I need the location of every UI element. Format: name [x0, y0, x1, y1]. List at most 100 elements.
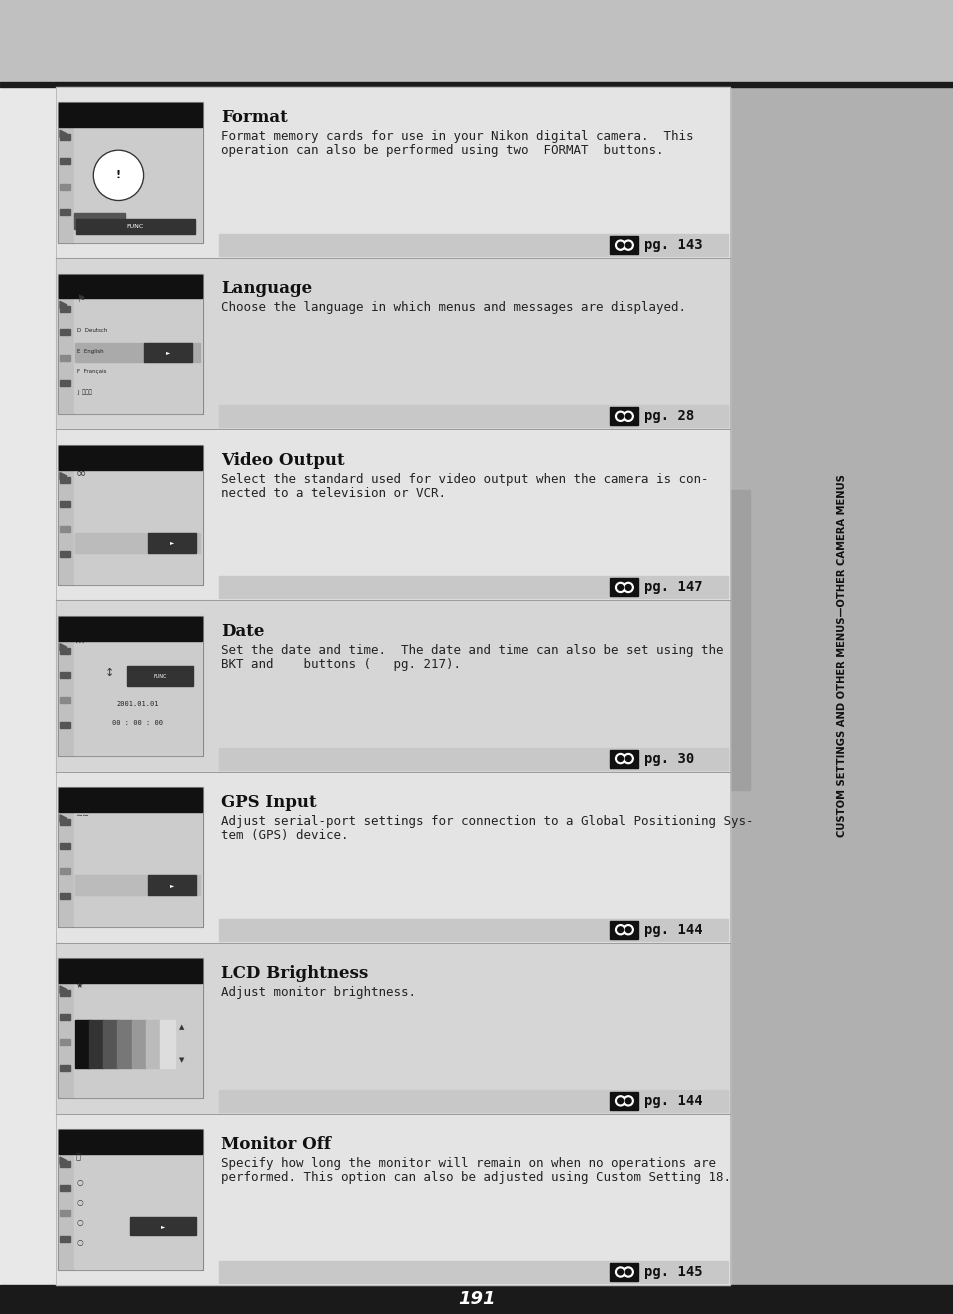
- Bar: [60, 671, 70, 678]
- Bar: [56, 87, 729, 258]
- Bar: [60, 842, 70, 849]
- Text: ▼: ▼: [179, 1058, 185, 1063]
- Circle shape: [618, 1099, 623, 1104]
- Bar: [74, 812, 201, 926]
- Text: Language: Language: [221, 280, 312, 297]
- Circle shape: [615, 925, 625, 934]
- Text: 2001.01.01: 2001.01.01: [116, 700, 158, 707]
- Bar: [75, 1020, 90, 1068]
- Text: operation can also be performed using two  FORMAT  buttons.: operation can also be performed using tw…: [221, 145, 662, 158]
- Bar: [56, 87, 729, 258]
- Bar: [148, 532, 195, 553]
- Polygon shape: [60, 644, 67, 650]
- Bar: [127, 666, 193, 686]
- Bar: [60, 991, 70, 996]
- Bar: [609, 237, 638, 254]
- Text: ⏻: ⏻: [76, 1152, 81, 1162]
- Bar: [219, 234, 727, 256]
- Polygon shape: [60, 301, 67, 309]
- Circle shape: [618, 414, 623, 419]
- Bar: [59, 275, 202, 298]
- Text: 191: 191: [457, 1290, 496, 1309]
- Bar: [146, 1020, 160, 1068]
- Bar: [60, 159, 70, 164]
- Bar: [59, 983, 73, 1097]
- Text: ∞: ∞: [76, 466, 87, 480]
- Text: Monitor Off: Monitor Off: [221, 1137, 331, 1154]
- Bar: [60, 209, 70, 215]
- Text: ⚑: ⚑: [76, 294, 85, 305]
- Circle shape: [615, 1267, 625, 1277]
- Bar: [74, 469, 201, 583]
- Bar: [60, 306, 70, 311]
- Text: Choose the language in which menus and messages are displayed.: Choose the language in which menus and m…: [221, 301, 685, 314]
- Bar: [74, 1154, 201, 1268]
- Polygon shape: [60, 815, 67, 821]
- Bar: [60, 184, 70, 189]
- Bar: [60, 1039, 70, 1046]
- Bar: [609, 407, 638, 426]
- Bar: [59, 959, 202, 983]
- Bar: [56, 600, 729, 771]
- Bar: [59, 1154, 73, 1268]
- Bar: [76, 219, 194, 234]
- Circle shape: [622, 753, 633, 763]
- Bar: [60, 477, 70, 482]
- Text: E  English: E English: [77, 348, 104, 353]
- Text: Date: Date: [221, 623, 264, 640]
- Text: ○: ○: [76, 1218, 83, 1227]
- Bar: [56, 258, 729, 430]
- Text: pg. 147: pg. 147: [643, 581, 702, 594]
- Circle shape: [615, 582, 625, 593]
- Bar: [56, 1114, 729, 1285]
- Bar: [132, 1020, 146, 1068]
- Circle shape: [624, 1269, 631, 1275]
- Bar: [609, 1092, 638, 1110]
- Bar: [58, 616, 203, 756]
- Circle shape: [618, 926, 623, 933]
- Bar: [58, 273, 203, 414]
- Bar: [58, 1129, 203, 1269]
- Circle shape: [624, 756, 631, 761]
- Bar: [59, 616, 202, 641]
- Circle shape: [624, 414, 631, 419]
- Text: F  Français: F Français: [77, 369, 107, 374]
- Circle shape: [622, 240, 633, 250]
- Text: ∼∼: ∼∼: [75, 811, 89, 820]
- Bar: [56, 942, 729, 1114]
- Text: FUNC: FUNC: [153, 674, 167, 678]
- Bar: [56, 430, 729, 600]
- Text: performed. This option can also be adjusted using Custom Setting 18.: performed. This option can also be adjus…: [221, 1171, 730, 1184]
- Bar: [219, 577, 727, 598]
- Text: ○: ○: [76, 1179, 83, 1188]
- Bar: [59, 1130, 202, 1154]
- Circle shape: [624, 1099, 631, 1104]
- Bar: [58, 958, 203, 1099]
- Circle shape: [624, 926, 631, 933]
- Text: CUSTOM SETTINGS AND OTHER MENUS—OTHER CAMERA MENUS: CUSTOM SETTINGS AND OTHER MENUS—OTHER CA…: [836, 474, 846, 837]
- Text: Adjust monitor brightness.: Adjust monitor brightness.: [221, 986, 416, 999]
- Bar: [60, 1014, 70, 1020]
- Bar: [219, 405, 727, 427]
- Circle shape: [618, 756, 623, 761]
- Text: ○: ○: [76, 1238, 83, 1247]
- Text: nected to a television or VCR.: nected to a television or VCR.: [221, 486, 446, 499]
- Bar: [0, 81, 953, 87]
- Bar: [59, 298, 73, 413]
- Bar: [75, 1217, 145, 1235]
- Bar: [219, 1261, 727, 1282]
- Bar: [609, 921, 638, 938]
- Text: Format: Format: [221, 109, 288, 126]
- Bar: [117, 1020, 132, 1068]
- Bar: [60, 134, 70, 141]
- Bar: [60, 894, 70, 900]
- Bar: [103, 1020, 118, 1068]
- Bar: [74, 983, 201, 1097]
- Bar: [60, 380, 70, 386]
- Bar: [0, 1285, 953, 1314]
- Bar: [144, 343, 192, 361]
- Bar: [60, 648, 70, 654]
- Polygon shape: [60, 473, 67, 480]
- Bar: [60, 723, 70, 728]
- Bar: [58, 787, 203, 928]
